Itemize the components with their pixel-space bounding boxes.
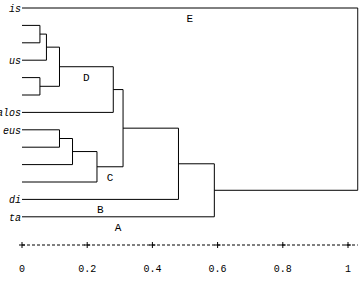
x-tick bbox=[215, 242, 221, 248]
merge bbox=[113, 67, 114, 113]
x-tick-label: 0.2 bbox=[78, 264, 96, 275]
annotation: D bbox=[83, 72, 90, 84]
branch bbox=[22, 25, 40, 26]
x-tick bbox=[149, 242, 155, 248]
merge bbox=[178, 128, 179, 199]
branch bbox=[40, 34, 47, 35]
branch bbox=[40, 86, 60, 87]
branch bbox=[22, 112, 113, 113]
annotation: B bbox=[97, 204, 104, 216]
x-tick bbox=[84, 242, 90, 248]
merge bbox=[46, 34, 47, 60]
merge bbox=[357, 8, 358, 190]
branch bbox=[214, 190, 357, 191]
merge bbox=[39, 25, 40, 42]
annotation: A bbox=[115, 222, 122, 234]
x-tick-label: 0 bbox=[19, 264, 25, 275]
merge bbox=[123, 90, 124, 167]
branch bbox=[123, 128, 178, 129]
branch bbox=[59, 66, 113, 67]
x-tick-label: 0.6 bbox=[209, 264, 227, 275]
leaf-label: is bbox=[9, 4, 21, 15]
chart-container: is us alos eus di ta E D C BA 0 0.2 0.4 0.6 0.8 1 bbox=[0, 0, 359, 286]
branch bbox=[113, 89, 123, 90]
leaf-label: di bbox=[9, 195, 21, 206]
branch bbox=[178, 163, 214, 164]
branch bbox=[22, 182, 97, 183]
branch bbox=[22, 199, 178, 200]
merge bbox=[39, 78, 40, 95]
x-axis bbox=[22, 245, 358, 246]
leaf-label: eus bbox=[3, 126, 21, 137]
branch bbox=[22, 95, 40, 96]
merge bbox=[96, 152, 97, 182]
branch bbox=[22, 60, 46, 61]
branch bbox=[22, 42, 40, 43]
x-tick bbox=[19, 242, 25, 248]
branch bbox=[22, 147, 59, 148]
branch bbox=[97, 166, 123, 167]
branch bbox=[22, 164, 73, 165]
branch bbox=[59, 138, 72, 139]
merge bbox=[59, 130, 60, 147]
merge bbox=[72, 139, 73, 165]
leaf-label: ta bbox=[9, 213, 21, 224]
merge bbox=[214, 164, 215, 217]
leaf-label: alos bbox=[0, 108, 21, 119]
x-tick-label: 1 bbox=[345, 264, 351, 275]
dendrogram: is us alos eus di ta E D C BA 0 0.2 0.4 0.6 0.8 1 bbox=[0, 0, 359, 286]
leaf-label: us bbox=[9, 56, 21, 67]
branch bbox=[22, 129, 59, 130]
annotation: C bbox=[107, 172, 114, 184]
branch bbox=[46, 47, 59, 48]
branch bbox=[22, 77, 40, 78]
branch bbox=[73, 151, 97, 152]
x-tick-label: 0.8 bbox=[274, 264, 292, 275]
x-tick-label: 0.4 bbox=[143, 264, 161, 275]
branch bbox=[22, 8, 358, 9]
annotation: E bbox=[187, 13, 194, 25]
tree bbox=[22, 8, 358, 217]
branch bbox=[22, 216, 214, 217]
x-tick bbox=[345, 242, 351, 248]
merge bbox=[59, 47, 60, 86]
x-tick bbox=[280, 242, 286, 248]
